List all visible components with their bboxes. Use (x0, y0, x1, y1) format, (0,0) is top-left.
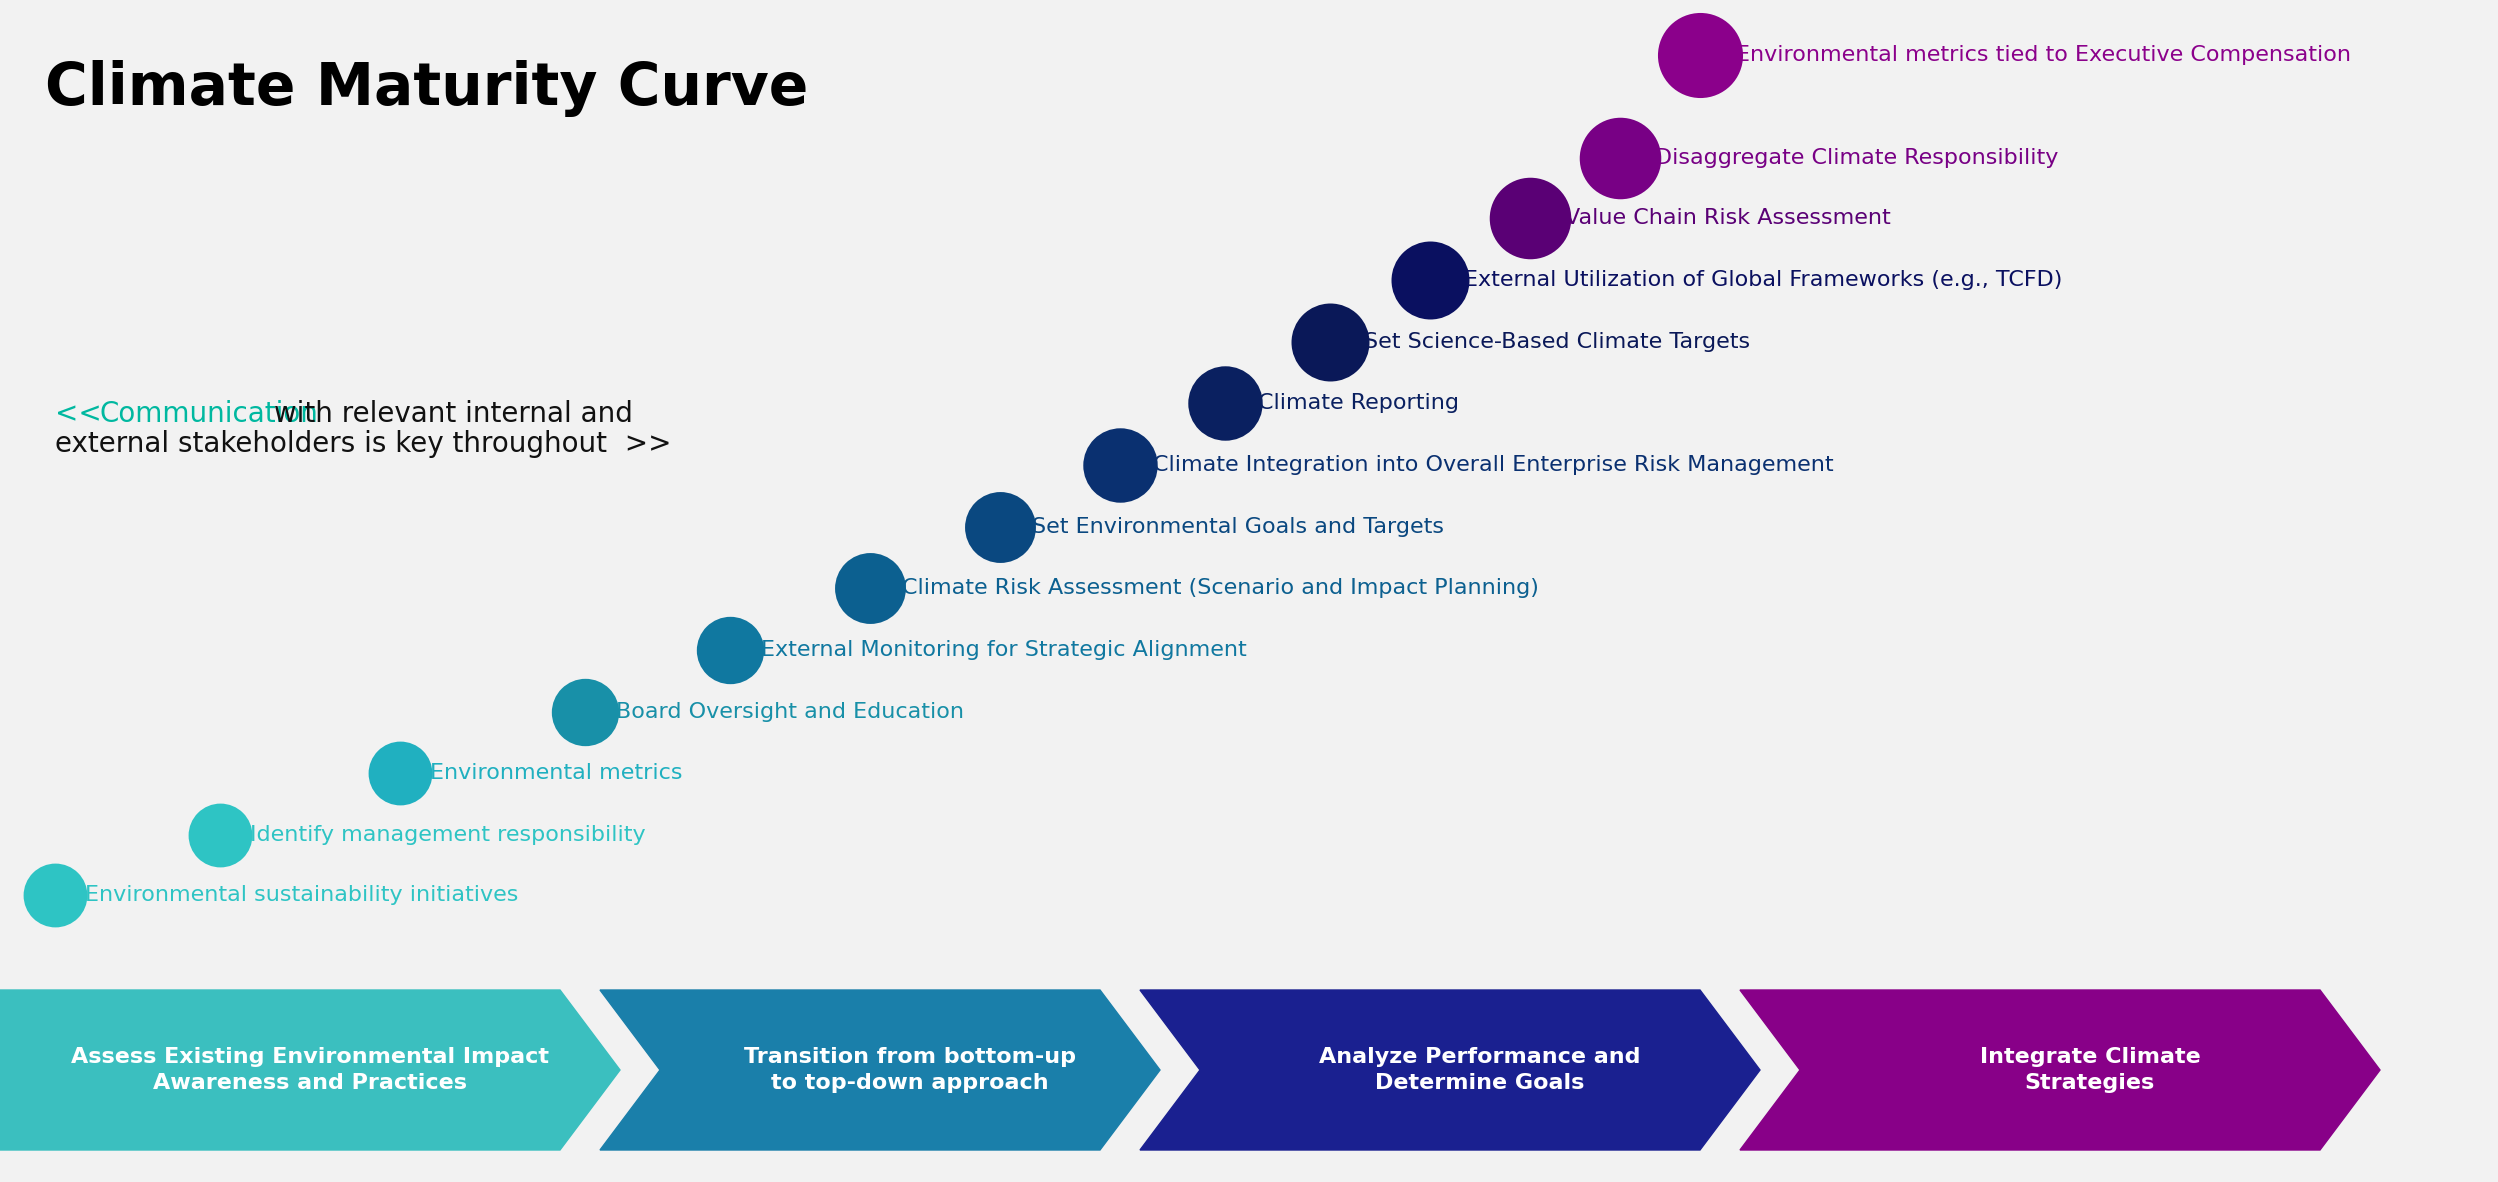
Text: Climate Integration into Overall Enterprise Risk Management: Climate Integration into Overall Enterpr… (1154, 455, 1834, 475)
Polygon shape (1139, 991, 1761, 1150)
Text: Board Oversight and Education: Board Oversight and Education (617, 702, 964, 722)
Point (849, 578, 889, 597)
Point (35, 885, 75, 904)
Text: Analyze Performance and
Determine Goals: Analyze Performance and Determine Goals (1319, 1047, 1641, 1093)
Point (200, 825, 240, 844)
Text: Disaggregate Climate Responsibility: Disaggregate Climate Responsibility (1656, 148, 2058, 168)
Text: External Monitoring for Strategic Alignment: External Monitoring for Strategic Alignm… (762, 639, 1247, 660)
Text: Assess Existing Environmental Impact
Awareness and Practices: Assess Existing Environmental Impact Awa… (70, 1047, 550, 1093)
Point (709, 641, 749, 660)
Point (565, 702, 605, 721)
Text: Environmental sustainability initiatives: Environmental sustainability initiatives (85, 885, 520, 905)
Text: with relevant internal and: with relevant internal and (265, 400, 632, 428)
Point (979, 518, 1019, 537)
Text: external stakeholders is key throughout  >>: external stakeholders is key throughout … (55, 430, 672, 457)
Point (1681, 46, 1721, 65)
Text: External Utilization of Global Frameworks (e.g., TCFD): External Utilization of Global Framework… (1464, 269, 2063, 290)
Text: Transition from bottom-up
to top-down approach: Transition from bottom-up to top-down ap… (744, 1047, 1077, 1093)
Text: <<: << (55, 400, 110, 428)
Text: Climate Risk Assessment (Scenario and Impact Planning): Climate Risk Assessment (Scenario and Im… (902, 578, 1539, 598)
Polygon shape (0, 991, 620, 1150)
Text: Set Environmental Goals and Targets: Set Environmental Goals and Targets (1032, 517, 1444, 537)
Text: Identify management responsibility: Identify management responsibility (250, 825, 644, 845)
Text: Environmental metrics tied to Executive Compensation: Environmental metrics tied to Executive … (1736, 45, 2351, 65)
Point (1601, 149, 1641, 168)
Text: Environmental metrics: Environmental metrics (430, 764, 682, 782)
Text: Climate Reporting: Climate Reporting (1259, 392, 1459, 413)
Text: Climate Maturity Curve: Climate Maturity Curve (45, 60, 809, 117)
Point (1309, 332, 1349, 351)
Point (1204, 394, 1244, 413)
Polygon shape (1741, 991, 2381, 1150)
Text: Set Science-Based Climate Targets: Set Science-Based Climate Targets (1364, 332, 1751, 352)
Polygon shape (600, 991, 1159, 1150)
Text: Integrate Climate
Strategies: Integrate Climate Strategies (1978, 1047, 2201, 1093)
Point (1509, 208, 1549, 227)
Point (1099, 455, 1139, 474)
Point (1409, 271, 1449, 290)
Text: Communication: Communication (100, 400, 320, 428)
Text: Value Chain Risk Assessment: Value Chain Risk Assessment (1566, 208, 1891, 228)
Point (380, 764, 420, 782)
